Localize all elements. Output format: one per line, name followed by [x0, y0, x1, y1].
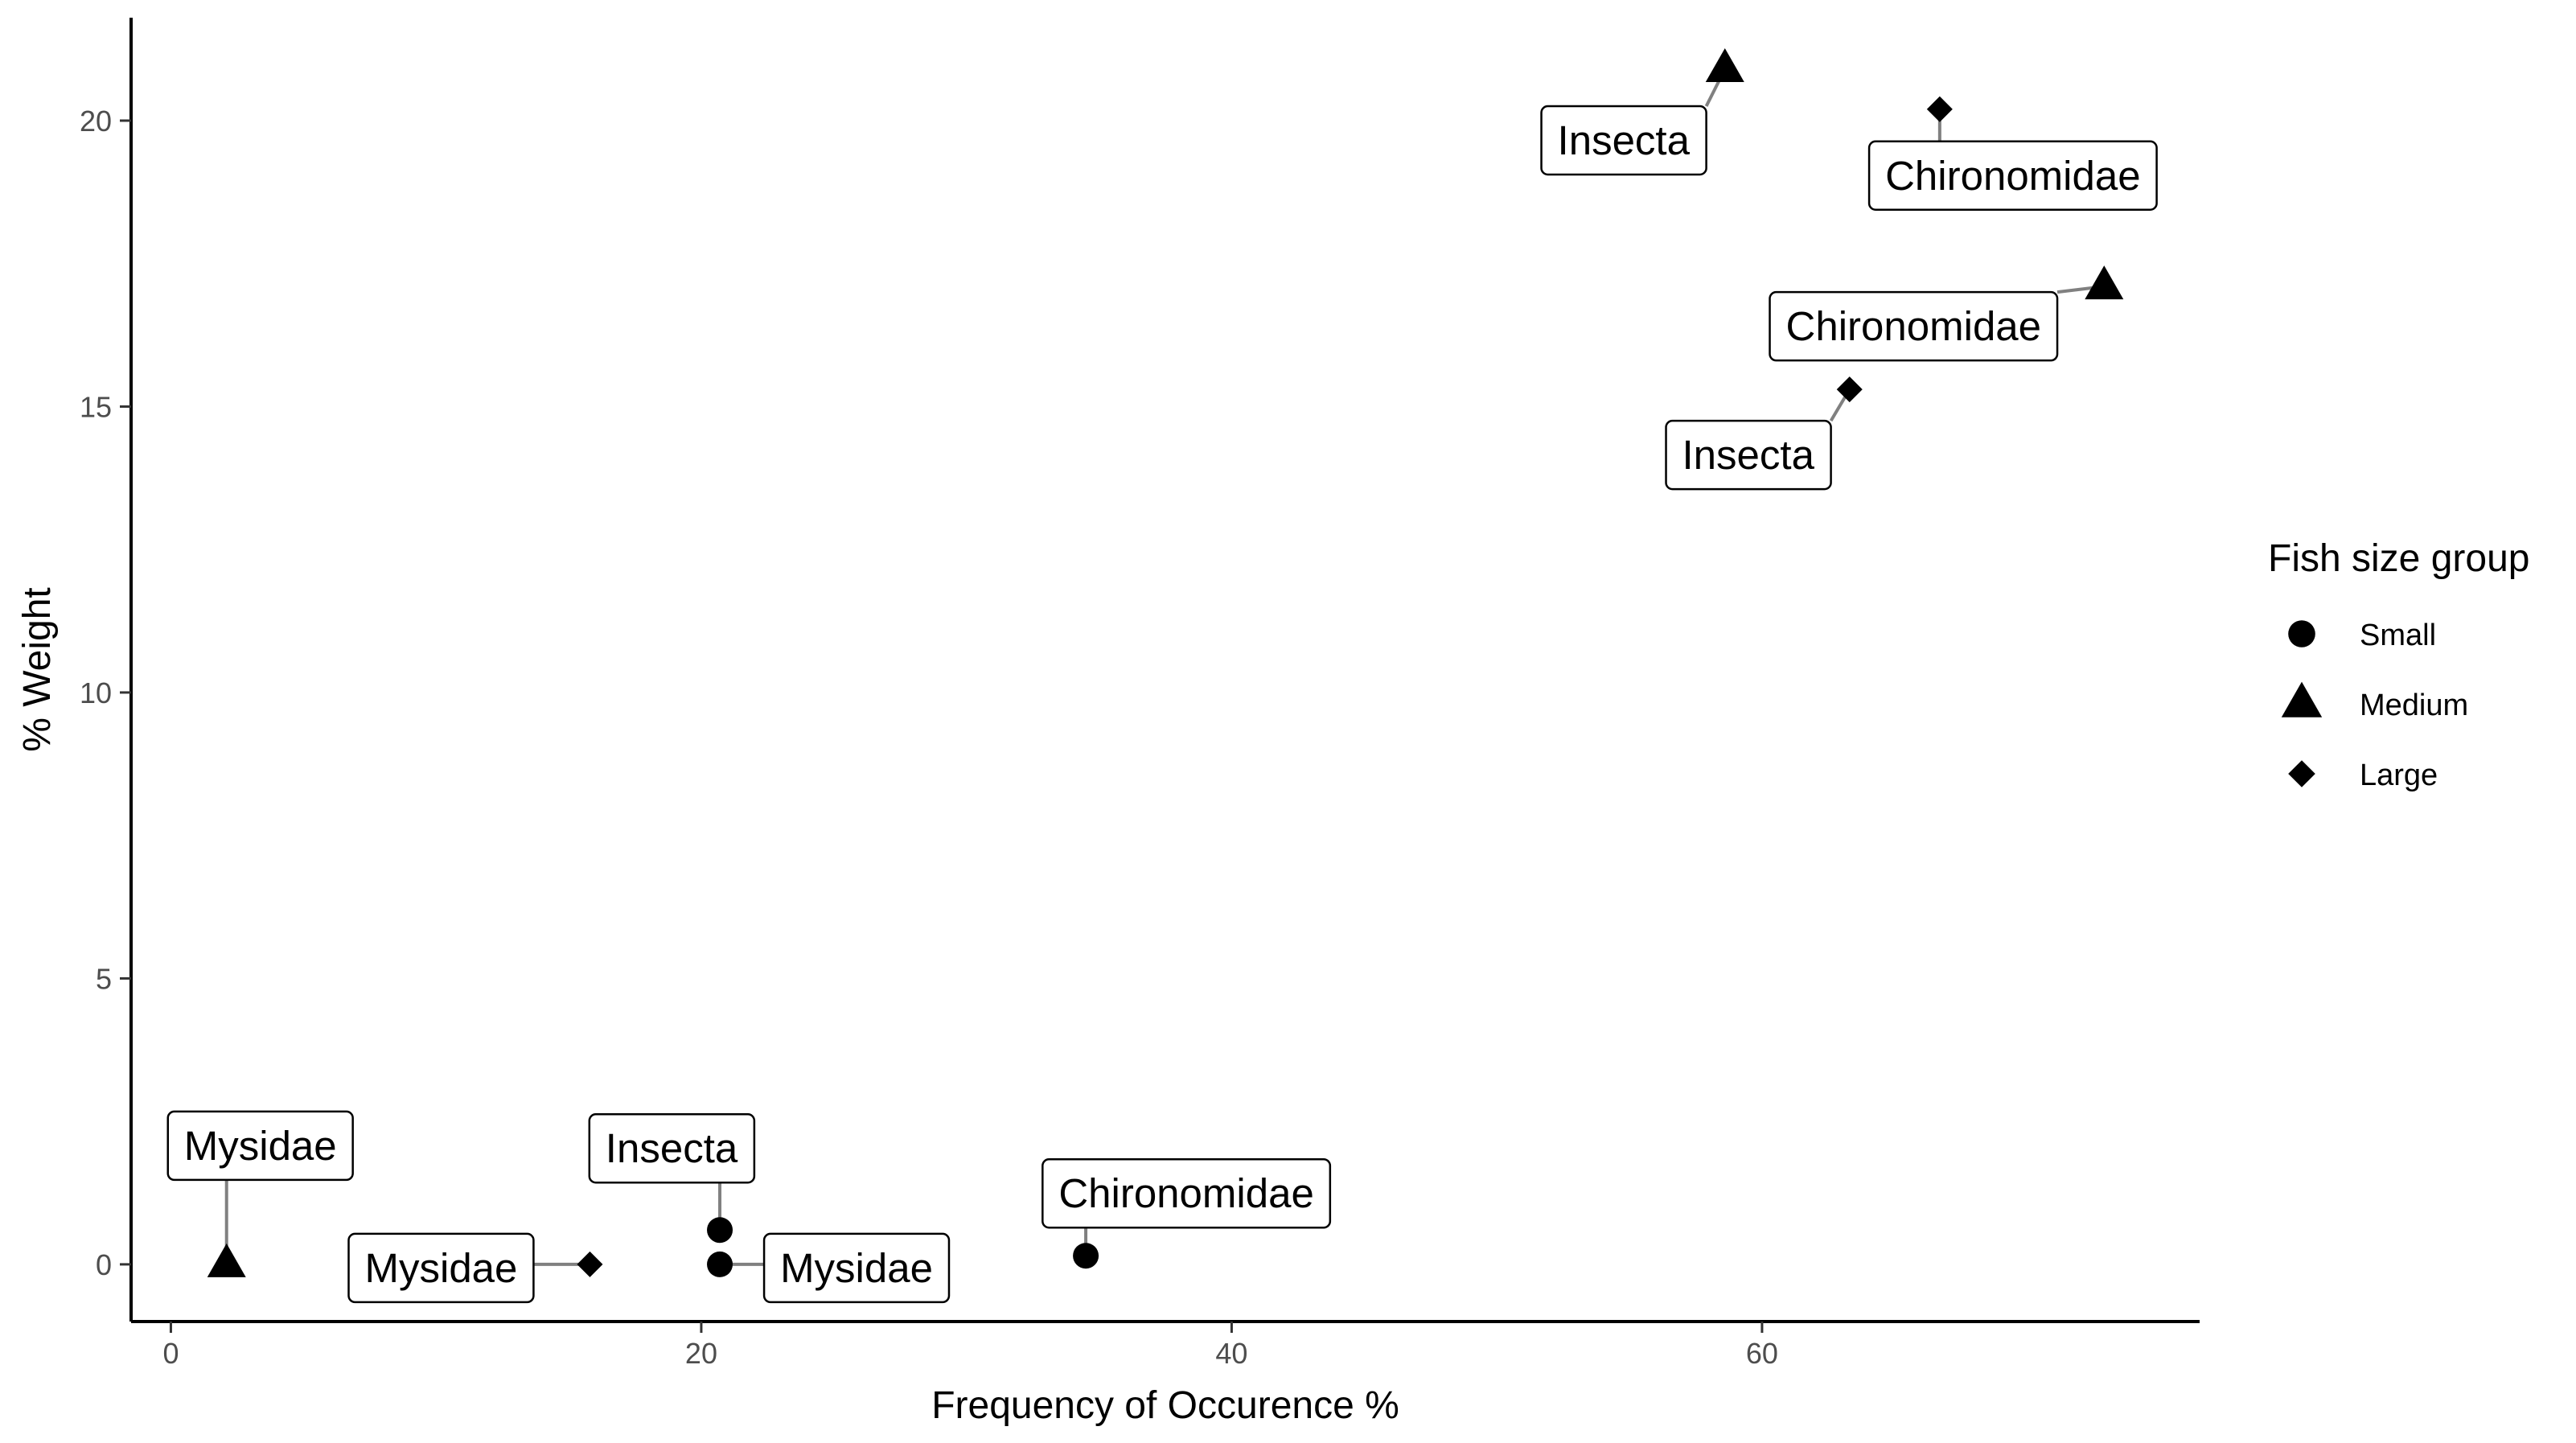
point-label: Mysidae	[347, 1232, 535, 1304]
point-label-text: Chironomidae	[1058, 1170, 1314, 1216]
legend-label-large: Large	[2360, 758, 2438, 792]
point-label-text: Mysidae	[184, 1123, 337, 1169]
point-label: Mysidae	[762, 1232, 951, 1304]
point-label-box	[1867, 140, 2158, 212]
point-label-box	[588, 1112, 756, 1184]
legend-key-medium	[2281, 681, 2323, 717]
data-point-medium	[1705, 47, 1744, 82]
y-axis-title: % Weight	[16, 587, 59, 752]
point-label: Insecta	[588, 1112, 756, 1184]
point-label-text: Chironomidae	[1786, 303, 2042, 349]
data-point-small	[1073, 1243, 1099, 1269]
point-label: Chironomidae	[1867, 140, 2158, 212]
x-tick-label: 20	[685, 1337, 717, 1370]
x-tick-label: 0	[162, 1337, 179, 1370]
y-tick-label: 10	[80, 676, 112, 709]
legend-label-medium: Medium	[2360, 689, 2468, 722]
point-label-box	[166, 1110, 354, 1182]
x-tick-label: 60	[1746, 1337, 1778, 1370]
point-label-box	[762, 1232, 951, 1304]
data-point-large	[1926, 96, 1953, 122]
point-label-text: Insecta	[1682, 432, 1815, 478]
point-label-text: Insecta	[1558, 117, 1691, 163]
y-tick-label: 5	[96, 962, 112, 995]
point-label: Chironomidae	[1041, 1157, 1332, 1229]
point-label-text: Mysidae	[780, 1245, 933, 1291]
data-point-small	[707, 1217, 733, 1244]
point-label-box	[1041, 1157, 1332, 1229]
y-tick-label: 20	[80, 105, 112, 138]
legend-key-small	[2288, 620, 2315, 648]
data-point-medium	[2085, 265, 2124, 300]
point-label: Mysidae	[166, 1110, 354, 1182]
point-label-text: Insecta	[606, 1125, 738, 1171]
point-label-text: Mysidae	[365, 1245, 518, 1291]
x-axis-title: Frequency of Occurence %	[931, 1384, 1399, 1427]
legend-label-small: Small	[2360, 619, 2436, 652]
point-label: Insecta	[1665, 419, 1832, 491]
point-label-text: Chironomidae	[1885, 153, 2141, 199]
y-tick-label: 15	[80, 390, 112, 423]
point-label-box	[1665, 419, 1832, 491]
point-label-box	[347, 1232, 535, 1304]
data-point-large	[1836, 376, 1863, 403]
point-label-box	[1769, 290, 2059, 362]
point-label-box	[1540, 105, 1707, 176]
point-label: Chironomidae	[1769, 290, 2059, 362]
legend-title: Fish size group	[2268, 537, 2529, 580]
data-point-medium	[207, 1243, 246, 1277]
point-label: Insecta	[1540, 105, 1707, 176]
data-point-large	[577, 1251, 603, 1277]
x-tick-label: 40	[1215, 1337, 1247, 1370]
y-tick-label: 0	[96, 1248, 112, 1281]
data-point-small	[707, 1251, 733, 1277]
legend-key-large	[2288, 760, 2315, 787]
